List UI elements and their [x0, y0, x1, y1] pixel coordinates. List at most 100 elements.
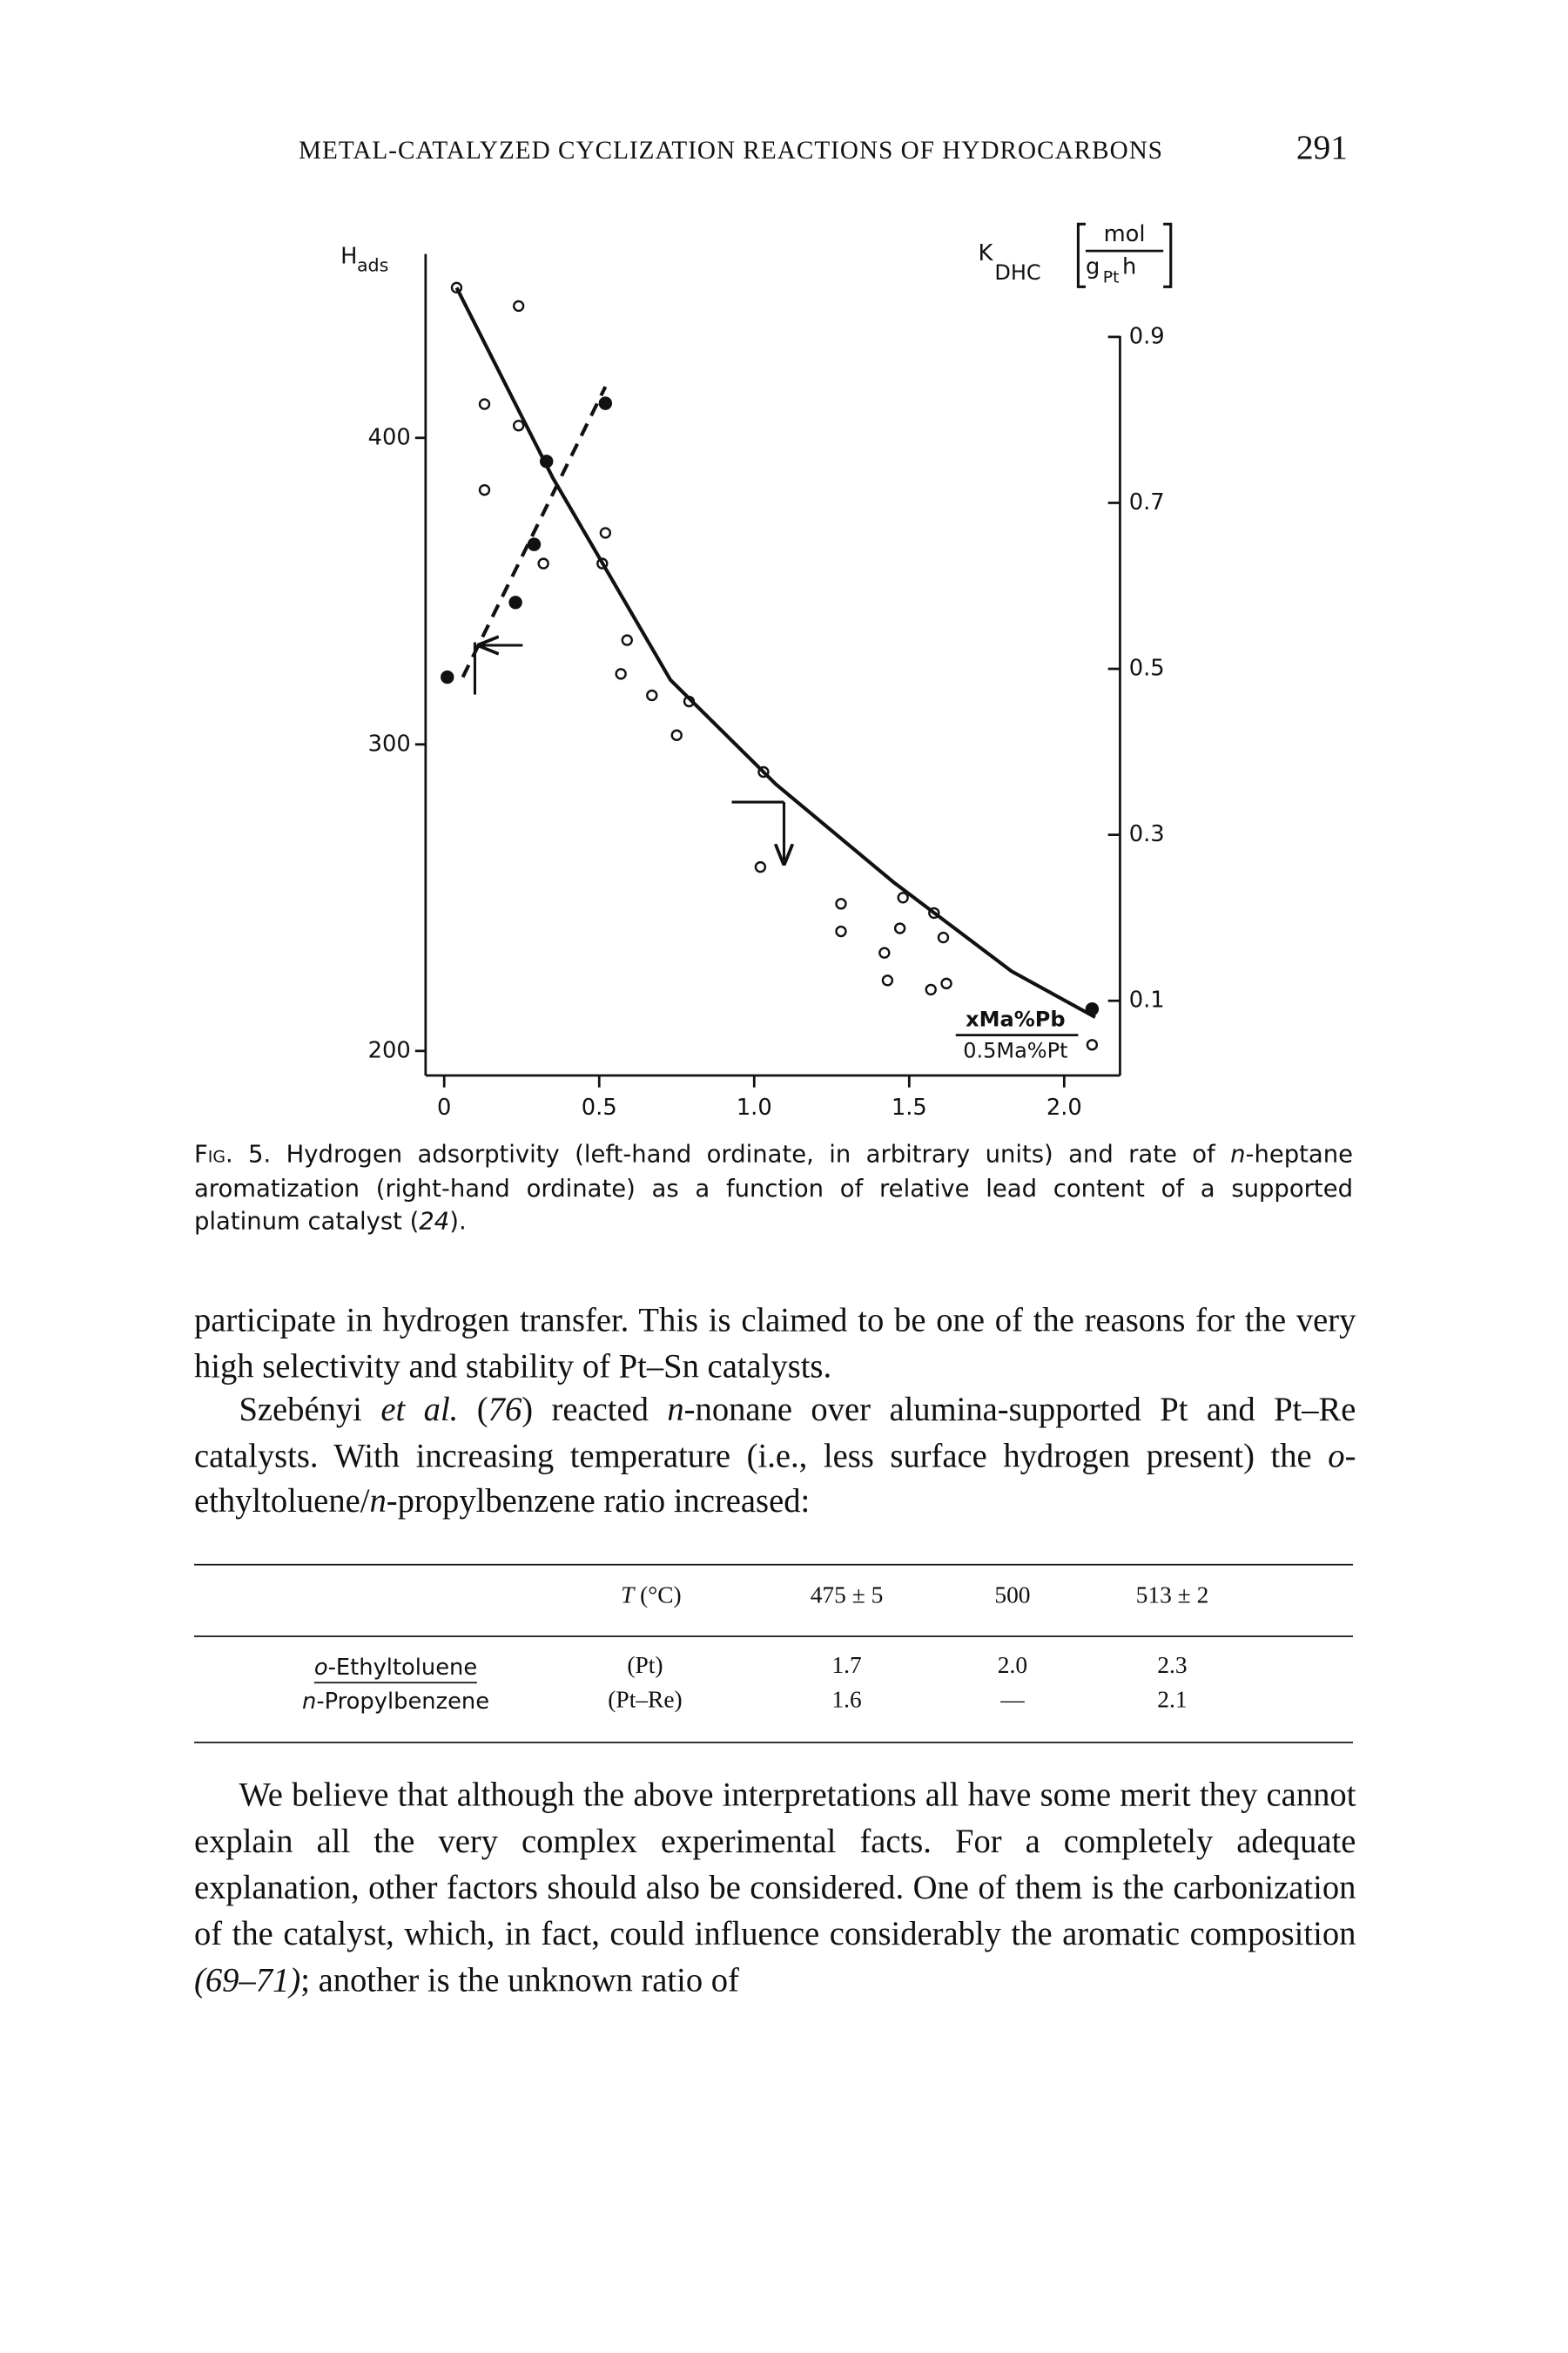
unit-denominator: h	[1122, 254, 1136, 280]
data-point	[621, 634, 633, 646]
text-run: n	[369, 1481, 387, 1520]
unit-numerator: mol	[1104, 221, 1146, 247]
text-run: -Propylbenzene	[316, 1688, 490, 1716]
data-point	[527, 537, 542, 551]
y-tick-label: 200	[368, 1037, 411, 1063]
y2-axis-label: DHC	[994, 260, 1040, 285]
table-cell: 1.7	[831, 1653, 862, 1679]
data-point	[893, 922, 906, 934]
text-run: et al.	[380, 1390, 459, 1428]
table-header: T (°C)	[621, 1583, 682, 1610]
data-point	[881, 974, 894, 987]
fit-line	[461, 386, 608, 678]
y2-tick-label: 0.5	[1129, 656, 1165, 682]
text-run: We believe that although the above inter…	[193, 1776, 1356, 1952]
data-point	[599, 527, 612, 539]
text-run: (	[458, 1390, 488, 1428]
data-point	[937, 931, 950, 944]
ratio-denominator: n-Propylbenzene	[302, 1688, 489, 1715]
text-run: -propylbenzene ratio increased:	[386, 1481, 811, 1520]
page-number: 291	[1295, 128, 1349, 166]
data-point	[940, 977, 952, 990]
text-run: 24	[419, 1206, 450, 1236]
y-tick-label: 300	[368, 731, 411, 757]
y2-tick-label: 0.3	[1129, 821, 1165, 847]
data-point	[835, 898, 847, 910]
text-run: (°C)	[634, 1583, 682, 1609]
text-run: ) reacted	[522, 1390, 668, 1428]
text-run: n	[302, 1688, 317, 1716]
arrow	[731, 800, 784, 863]
text-run: -nonane over alumina-supported Pt and Pt…	[193, 1390, 1356, 1474]
text-run: T	[620, 1583, 635, 1609]
arrow	[473, 643, 523, 695]
table-rule	[193, 1563, 1354, 1566]
text-run: -heptane aromatization (right-hand ordin…	[193, 1139, 1354, 1236]
running-head: METAL-CATALYZED CYCLIZATION REACTIONS OF…	[299, 136, 1164, 165]
text-run: -ethyltoluene/	[193, 1436, 1356, 1520]
table-header: 475 ± 5	[810, 1583, 884, 1609]
y-tick-label: 400	[368, 424, 411, 450]
data-point	[478, 398, 491, 410]
annotation: 0.5Ma%Pt	[963, 1039, 1067, 1063]
data-point	[512, 300, 525, 313]
text-run: 76	[488, 1390, 522, 1428]
paragraph: We believe that although the above inter…	[194, 1771, 1356, 2003]
data-point	[508, 596, 522, 610]
data-point	[754, 860, 767, 873]
data-point	[897, 892, 909, 904]
data-point	[670, 729, 683, 741]
data-point	[878, 947, 891, 959]
table-cell: 2.1	[1157, 1688, 1188, 1714]
row-label: (Pt–Re)	[608, 1688, 683, 1714]
y-axis-label: H	[340, 244, 357, 270]
row-label: (Pt)	[627, 1653, 663, 1679]
text-run: ; another is the unknown ratio of	[300, 1961, 739, 1999]
text-run: o	[1328, 1436, 1345, 1474]
data-point	[646, 689, 658, 702]
text-run: n	[1230, 1139, 1246, 1169]
data-point	[925, 983, 937, 996]
text-run: (69–71)	[193, 1961, 301, 1999]
table-rule	[193, 1741, 1354, 1743]
text-run: o	[313, 1653, 328, 1681]
text-run: ).	[449, 1206, 467, 1236]
text-run: Hydrogen adsorptivity (left-hand ordinat…	[271, 1139, 1231, 1169]
x-tick-label: 0.5	[582, 1095, 617, 1121]
fit-line	[454, 287, 1096, 1019]
data-point	[537, 557, 549, 570]
chart: 200 300 400 0.1 0.3 0.5 0.7 0.9 0 0.5 1.0 1.5 2.0 H ad…	[340, 221, 1173, 1121]
paragraph: participate in hydrogen transfer. This i…	[194, 1298, 1356, 1390]
data-point	[835, 925, 847, 938]
data-point	[615, 668, 627, 680]
unit-denominator: Pt	[1103, 268, 1120, 287]
table-cell: 1.6	[831, 1688, 862, 1714]
text-run: -Ethyltoluene	[327, 1653, 478, 1681]
data-point	[1086, 1039, 1099, 1051]
x-tick-label: 2.0	[1046, 1095, 1082, 1121]
data-point	[478, 483, 491, 496]
text-run: Szebényi	[239, 1390, 381, 1428]
text-run: n	[667, 1390, 684, 1428]
table-cell: 2.3	[1157, 1653, 1188, 1679]
table-rule	[193, 1635, 1354, 1637]
paragraph: Szebényi et al. (76) reacted n-nonane ov…	[194, 1387, 1356, 1524]
y2-tick-label: 0.9	[1129, 323, 1165, 349]
table-header: 500	[994, 1583, 1031, 1609]
table-cell: —	[1000, 1688, 1025, 1714]
table-header: 513 ± 2	[1135, 1583, 1209, 1609]
bracket	[1076, 222, 1173, 288]
y2-tick-label: 0.1	[1129, 988, 1165, 1014]
text-run: participate in hydrogen transfer. This i…	[193, 1300, 1356, 1385]
data-point	[598, 396, 613, 410]
x-tick-label: 1.5	[892, 1095, 927, 1121]
data-point	[512, 420, 525, 432]
y-axis-label: ads	[357, 254, 388, 275]
y2-tick-label: 0.7	[1129, 489, 1165, 516]
figure-caption: Fig. 5. Hydrogen adsorptivity (left-hand…	[194, 1138, 1353, 1239]
table-cell: 2.0	[997, 1653, 1028, 1679]
x-tick-label: 1.0	[737, 1095, 772, 1121]
data-point	[441, 670, 454, 684]
